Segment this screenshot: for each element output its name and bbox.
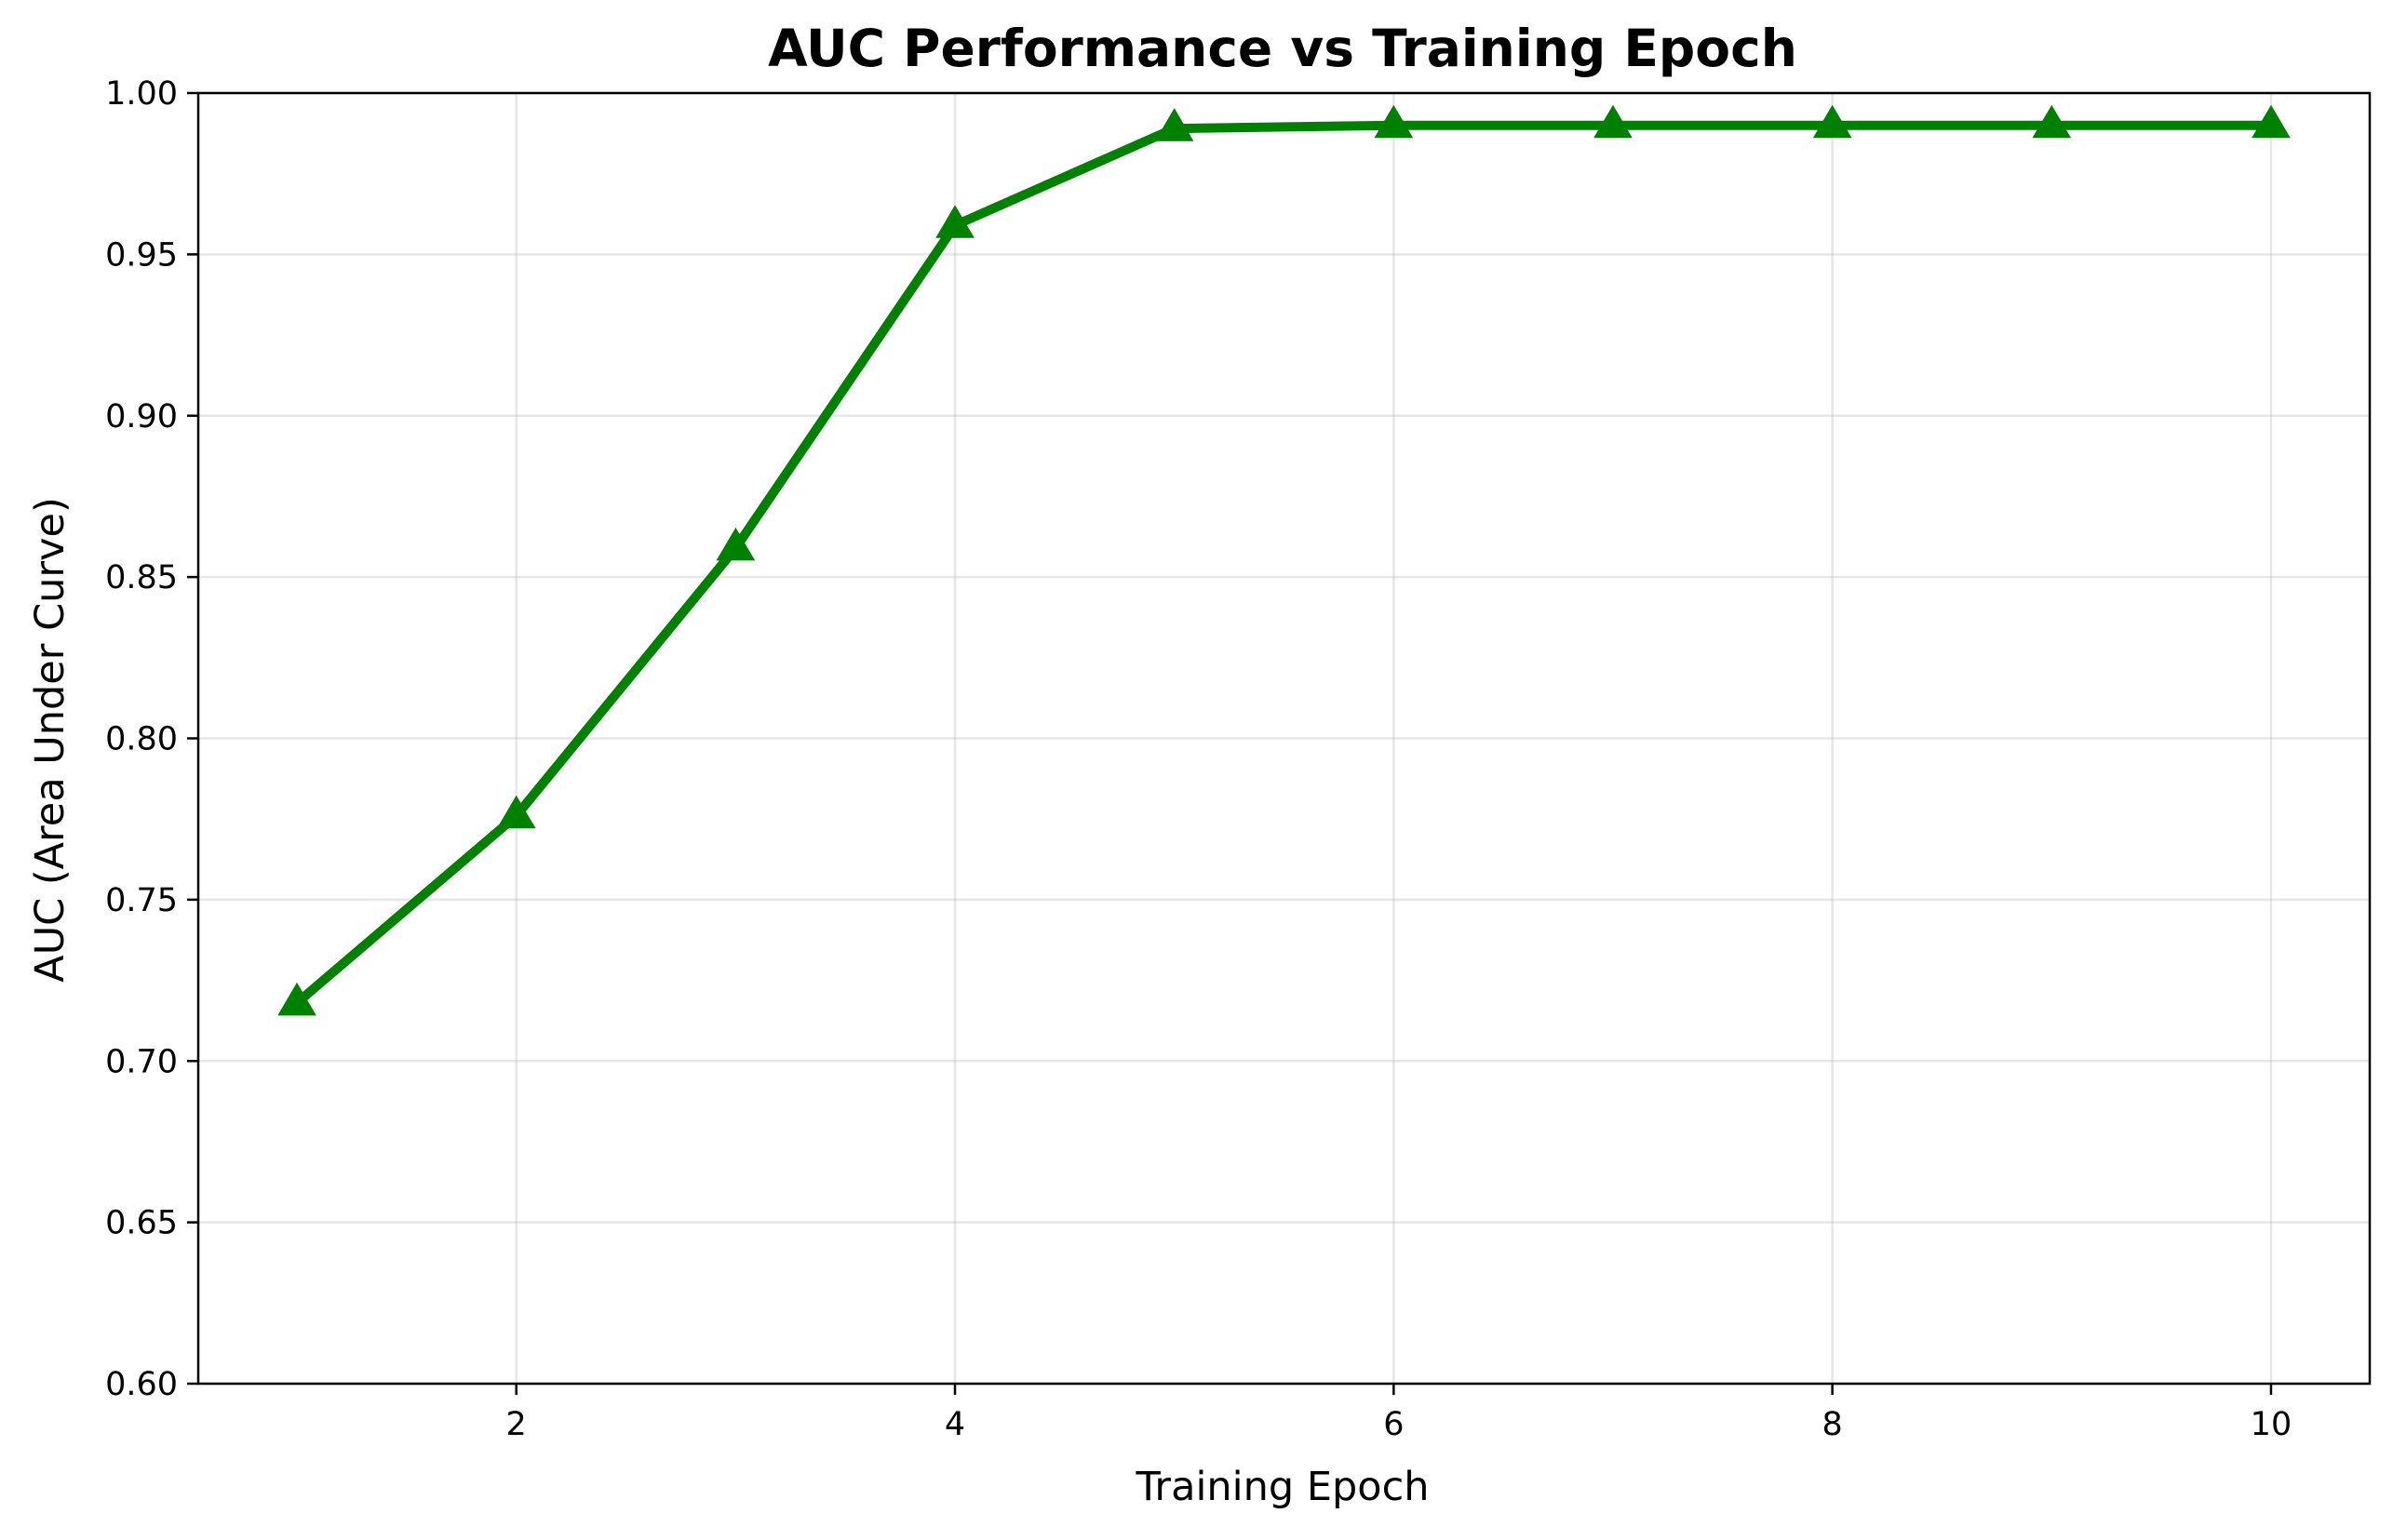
x-tick-label: 6 bbox=[1383, 1406, 1404, 1443]
ticks: 2 4 6 8 10 0.60 0.65 0.70 0.75 0.80 0.85 0.90 0.95 1.… bbox=[105, 75, 2292, 1443]
data-point-marker bbox=[1812, 104, 1852, 139]
series-layer bbox=[277, 104, 2291, 1016]
y-tick-label: 0.85 bbox=[105, 559, 178, 596]
data-point-marker bbox=[277, 982, 316, 1016]
grid bbox=[198, 91, 2370, 1386]
series-line bbox=[292, 120, 2276, 1008]
data-point-marker bbox=[1374, 104, 1414, 139]
data-point-marker bbox=[1593, 104, 1633, 139]
x-tick-label: 2 bbox=[506, 1406, 527, 1443]
y-tick-label: 0.95 bbox=[105, 236, 178, 274]
y-tick-label: 0.70 bbox=[105, 1043, 178, 1080]
data-point-marker bbox=[935, 205, 975, 238]
data-point-marker bbox=[2252, 104, 2291, 139]
x-tick-label: 4 bbox=[945, 1406, 965, 1443]
x-tick-label: 10 bbox=[2251, 1406, 2292, 1443]
y-tick-label: 0.75 bbox=[105, 882, 178, 919]
data-point-marker bbox=[716, 527, 756, 561]
x-axis-label: Training Epoch bbox=[1135, 1464, 1429, 1510]
y-tick-label: 0.60 bbox=[105, 1366, 178, 1403]
data-point-marker bbox=[496, 795, 536, 829]
chart-title: AUC Performance vs Training Epoch bbox=[768, 19, 1797, 78]
y-tick-label: 1.00 bbox=[105, 75, 178, 113]
y-tick-label: 0.90 bbox=[105, 398, 178, 435]
data-point-marker bbox=[1154, 108, 1194, 141]
y-axis-label: AUC (Area Under Curve) bbox=[27, 497, 74, 982]
y-tick-label: 0.80 bbox=[105, 721, 178, 758]
x-tick-label: 8 bbox=[1822, 1406, 1843, 1443]
y-tick-label: 0.65 bbox=[105, 1205, 178, 1242]
data-point-marker bbox=[2032, 104, 2072, 139]
